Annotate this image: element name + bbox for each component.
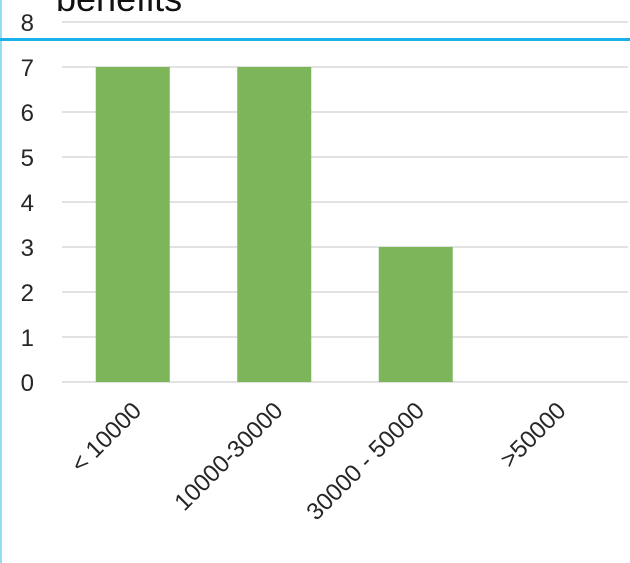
x-category-label-3: >50000: [495, 397, 571, 473]
x-category-label-1: 10000-30000: [169, 397, 288, 516]
left-edge-rule: [0, 0, 2, 563]
x-category-label-0: < 10000: [66, 397, 147, 478]
y-tick-label-7: 7: [21, 55, 34, 82]
bar-2: [378, 247, 453, 382]
x-axis-categories: < 10000 10000-30000 30000 - 50000 >50000: [66, 397, 571, 526]
y-tick-label-4: 4: [21, 190, 34, 217]
y-tick-label-5: 5: [21, 145, 34, 172]
y-tick-label-0: 0: [21, 370, 34, 397]
y-axis-ticks: 0 1 2 3 4 5 6 7 8: [21, 10, 34, 397]
y-tick-label-8: 8: [21, 10, 34, 37]
bar-0: [95, 67, 170, 382]
bars: [95, 67, 453, 382]
y-tick-label-1: 1: [21, 325, 34, 352]
y-tick-label-3: 3: [21, 235, 34, 262]
y-tick-label-2: 2: [21, 280, 34, 307]
y-tick-label-6: 6: [21, 100, 34, 127]
bar-1: [237, 67, 312, 382]
chart-title: benefits: [56, 0, 182, 20]
x-category-label-2: 30000 - 50000: [301, 397, 430, 526]
header-accent-rule: [0, 38, 630, 41]
